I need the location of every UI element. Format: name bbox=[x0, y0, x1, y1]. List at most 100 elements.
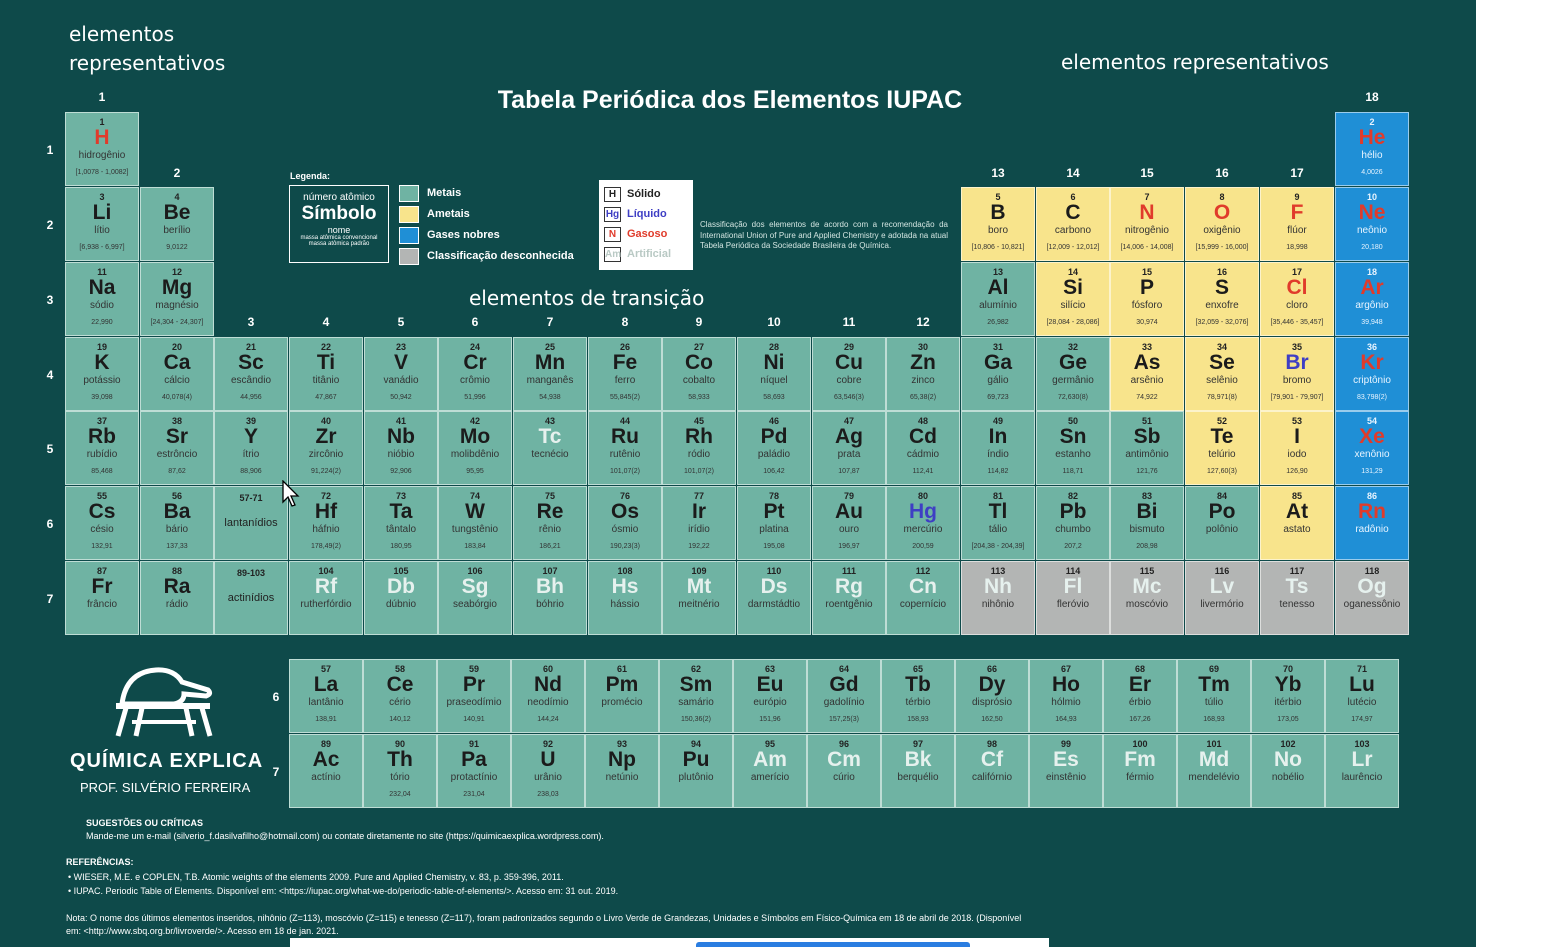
element-mass: 167,26 bbox=[1129, 716, 1151, 723]
element-cell-dy: 66 Dy disprósio 162,50 bbox=[955, 659, 1029, 733]
element-symbol: Eu bbox=[756, 673, 784, 696]
element-number: 107 bbox=[542, 566, 558, 576]
element-cell-ba: 56 Ba bário 137,33 bbox=[140, 486, 214, 560]
element-number: 47 bbox=[843, 416, 854, 426]
group-number-16: 16 bbox=[1215, 166, 1229, 180]
legend-noble-gases: Gases nobres bbox=[399, 226, 500, 244]
element-cell-pu: 94 Pu plutônio bbox=[659, 734, 733, 808]
element-number: 64 bbox=[838, 664, 849, 674]
group-number-5: 5 bbox=[397, 315, 405, 329]
element-symbol: Na bbox=[88, 276, 116, 299]
element-cell-ti: 22 Ti titânio 47,867 bbox=[289, 337, 363, 411]
element-number: 79 bbox=[843, 491, 854, 501]
state-label: Artificial bbox=[627, 248, 672, 260]
group-number-15: 15 bbox=[1140, 166, 1154, 180]
element-cell-fm: 100 Fm férmio bbox=[1103, 734, 1177, 808]
element-cell-tc: 43 Tc tecnécio bbox=[513, 411, 587, 485]
element-symbol: Mc bbox=[1132, 575, 1162, 598]
element-number: 95 bbox=[764, 739, 775, 749]
element-number: 117 bbox=[1289, 566, 1305, 576]
reference-1: • WIESER, M.E. e COPLEN, T.B. Atomic wei… bbox=[68, 872, 564, 882]
element-name: frâncio bbox=[86, 599, 117, 610]
element-mass: [35,446 - 35,457] bbox=[1270, 319, 1324, 326]
element-cell-fl: 114 Fl fleróvio bbox=[1036, 561, 1110, 635]
element-name: rênio bbox=[538, 524, 562, 535]
element-mass: 151,96 bbox=[759, 716, 781, 723]
element-number: 61 bbox=[616, 664, 627, 674]
element-symbol: K bbox=[94, 351, 110, 374]
element-mass: [15,999 - 16,000] bbox=[1195, 244, 1249, 251]
element-number: 34 bbox=[1216, 342, 1227, 352]
element-mass: 58,693 bbox=[763, 394, 785, 401]
element-mass: 231,04 bbox=[463, 791, 485, 798]
element-symbol: Os bbox=[610, 500, 639, 523]
element-symbol: Ho bbox=[1052, 673, 1080, 696]
element-mass: 72,630(8) bbox=[1058, 394, 1088, 401]
legend-unknown: Classificação desconhecida bbox=[399, 247, 574, 265]
element-symbol: Md bbox=[1198, 748, 1230, 771]
element-number: 26 bbox=[619, 342, 630, 352]
element-number: 103 bbox=[1354, 739, 1370, 749]
lanthanide-placeholder: 57-71 lantanídios bbox=[214, 486, 288, 560]
element-mass: 91,224(2) bbox=[311, 468, 341, 475]
element-cell-pb: 82 Pb chumbo 207,2 bbox=[1036, 486, 1110, 560]
element-symbol: Lr bbox=[1351, 748, 1373, 771]
element-symbol: Ru bbox=[611, 425, 639, 448]
placeholder-range: 89-103 bbox=[236, 568, 266, 578]
element-name: háfnio bbox=[312, 524, 340, 535]
element-symbol: Nd bbox=[534, 673, 562, 696]
element-number: 52 bbox=[1216, 416, 1227, 426]
legend-nonmetals: Ametais bbox=[399, 205, 470, 223]
element-number: 70 bbox=[1282, 664, 1293, 674]
element-name: níquel bbox=[760, 375, 788, 386]
element-number: 46 bbox=[768, 416, 779, 426]
element-number: 112 bbox=[915, 566, 931, 576]
references-title: REFERÊNCIAS: bbox=[66, 857, 134, 867]
element-number: 60 bbox=[542, 664, 553, 674]
element-symbol: Yb bbox=[1274, 673, 1302, 696]
element-name: nitrogênio bbox=[1125, 225, 1169, 236]
legend-swatch bbox=[399, 247, 419, 265]
element-number: 82 bbox=[1067, 491, 1078, 501]
period-number-7: 7 bbox=[46, 592, 54, 606]
element-symbol: Ts bbox=[1285, 575, 1309, 598]
element-name: manganês bbox=[526, 375, 574, 386]
element-name: térbio bbox=[905, 697, 931, 708]
element-name: selênio bbox=[1206, 375, 1238, 386]
presentation-slide: elementos representativos elementos repr… bbox=[0, 0, 1476, 947]
element-cell-ho: 67 Ho hólmio 164,93 bbox=[1029, 659, 1103, 733]
element-number: 80 bbox=[917, 491, 928, 501]
element-symbol: Pu bbox=[682, 748, 710, 771]
annotation-representative-left: elementos representativos bbox=[69, 22, 226, 75]
placeholder-name: lantanídios bbox=[224, 517, 278, 529]
element-cell-hs: 108 Hs hássio bbox=[588, 561, 662, 635]
element-cell-hg: 80 Hg mercúrio 200,59 bbox=[886, 486, 960, 560]
element-symbol: Pm bbox=[605, 673, 639, 696]
bottom-toolbar[interactable] bbox=[290, 938, 1049, 947]
element-cell-li: 3 Li lítio [6,938 - 6,997] bbox=[65, 187, 139, 261]
bottom-toolbar-progress[interactable] bbox=[696, 942, 970, 947]
state-label: Sólido bbox=[627, 188, 661, 200]
element-number: 2 bbox=[1369, 117, 1375, 127]
element-cell-ac: 89 Ac actínio bbox=[289, 734, 363, 808]
element-mass: 178,49(2) bbox=[311, 543, 341, 550]
element-name: cádmio bbox=[906, 449, 940, 460]
element-name: samário bbox=[678, 697, 714, 708]
element-number: 77 bbox=[693, 491, 704, 501]
element-number: 73 bbox=[395, 491, 406, 501]
element-mass: 74,922 bbox=[1136, 394, 1158, 401]
element-cell-no: 102 No nobélio bbox=[1251, 734, 1325, 808]
element-mass: 107,87 bbox=[838, 468, 860, 475]
element-number: 114 bbox=[1065, 566, 1081, 576]
element-number: 6 bbox=[1070, 192, 1076, 202]
element-name: rutênio bbox=[609, 449, 641, 460]
element-number: 109 bbox=[691, 566, 707, 576]
element-name: amerício bbox=[750, 772, 790, 783]
element-name: astato bbox=[1283, 524, 1311, 535]
element-number: 19 bbox=[96, 342, 107, 352]
element-number: 113 bbox=[990, 566, 1006, 576]
element-name: dúbnio bbox=[385, 599, 417, 610]
